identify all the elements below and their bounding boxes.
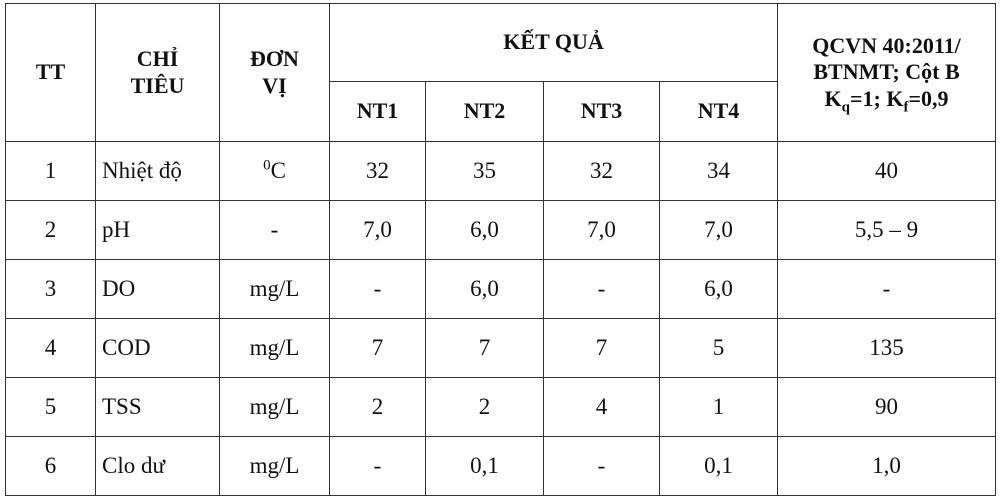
- kf-letter: K: [886, 85, 904, 111]
- cell-tt: 6: [5, 436, 96, 496]
- header-row-top: TT CHỈ TIÊU ĐƠN VỊ KẾT QUẢ QCVN 40:2011/…: [5, 3, 997, 142]
- unit-text: mg/L: [249, 394, 300, 420]
- cell-unit: mg/L: [219, 318, 330, 378]
- cell-nt3: -: [543, 259, 660, 319]
- cell-tt: 4: [5, 318, 96, 378]
- unit-text: mg/L: [249, 335, 300, 361]
- cell-indicator: DO: [95, 259, 220, 319]
- cell-nt2: 7: [425, 318, 544, 378]
- cell-tt: 3: [5, 259, 96, 319]
- unit-text: -: [270, 217, 279, 243]
- cell-indicator: Clo dư: [95, 436, 220, 496]
- header-qcvn-line3: Kq=1; Kf=0,9: [782, 85, 991, 116]
- cell-indicator: COD: [95, 318, 220, 378]
- header-don-vi-line1: ĐƠN: [250, 46, 299, 72]
- cell-nt4: 6,0: [658, 259, 779, 319]
- unit-superscript: 0: [263, 157, 271, 174]
- cell-nt3: 32: [543, 141, 660, 201]
- header-nt3: NT3: [543, 81, 660, 142]
- cell-tt: 2: [5, 200, 96, 260]
- table-row: 2 pH - 7,0 6,0 7,0 7,0 5,5 – 9: [5, 200, 997, 260]
- header-row-sites: NT1 NT2 NT3 NT4: [6, 81, 996, 142]
- cell-nt4: 1: [658, 377, 779, 437]
- cell-nt4: 34: [658, 141, 779, 201]
- header-qcvn: QCVN 40:2011/ BTNMT; Cột B Kq=1; Kf=0,9: [777, 3, 997, 142]
- cell-limit: -: [777, 259, 997, 319]
- cell-nt2: 6,0: [425, 200, 544, 260]
- cell-nt1: 7,0: [329, 200, 426, 260]
- cell-tt: 1: [5, 141, 96, 201]
- header-nt1: NT1: [329, 81, 426, 142]
- cell-indicator: TSS: [95, 377, 220, 437]
- kq-letter: K: [824, 85, 842, 111]
- cell-limit: 135: [777, 318, 997, 378]
- cell-unit: 0C: [219, 141, 330, 201]
- cell-nt2: 35: [425, 141, 544, 201]
- header-chi-tieu-line2: TIÊU: [130, 72, 185, 98]
- cell-indicator: pH: [95, 200, 220, 260]
- kq-subscript: q: [841, 99, 850, 116]
- results-table: TT CHỈ TIÊU ĐƠN VỊ KẾT QUẢ QCVN 40:2011/…: [5, 3, 997, 496]
- header-don-vi: ĐƠN VỊ: [219, 3, 330, 142]
- header-chi-tieu: CHỈ TIÊU: [95, 3, 220, 142]
- cell-nt1: -: [329, 436, 426, 496]
- header-chi-tieu-line1: CHỈ: [136, 46, 179, 72]
- cell-limit: 90: [777, 377, 997, 437]
- cell-limit: 1,0: [777, 436, 997, 496]
- cell-nt3: 4: [543, 377, 660, 437]
- cell-nt2: 0,1: [425, 436, 544, 496]
- cell-nt1: 7: [329, 318, 426, 378]
- table-row: 5 TSS mg/L 2 2 4 1 90: [5, 377, 997, 437]
- cell-nt4: 7,0: [658, 200, 779, 260]
- unit-text: mg/L: [249, 276, 300, 302]
- cell-nt1: 2: [329, 377, 426, 437]
- cell-limit: 5,5 – 9: [777, 200, 997, 260]
- cell-indicator: Nhiệt độ: [95, 141, 220, 201]
- table-row: 6 Clo dư mg/L - 0,1 - 0,1 1,0: [5, 436, 997, 496]
- cell-nt1: 32: [329, 141, 426, 201]
- cell-nt3: -: [543, 436, 660, 496]
- header-nt2: NT2: [425, 81, 544, 142]
- header-nt4: NT4: [658, 81, 779, 142]
- cell-nt3: 7,0: [543, 200, 660, 260]
- kf-value: =0,9: [908, 85, 949, 111]
- cell-nt4: 0,1: [658, 436, 779, 496]
- unit-text: mg/L: [249, 453, 300, 479]
- cell-tt: 5: [5, 377, 96, 437]
- cell-nt2: 2: [425, 377, 544, 437]
- cell-unit: -: [219, 200, 330, 260]
- table-row: 4 COD mg/L 7 7 7 5 135: [5, 318, 997, 378]
- header-qcvn-line2: BTNMT; Cột B: [813, 59, 960, 85]
- header-qcvn-line1: QCVN 40:2011/: [812, 32, 961, 58]
- table-row: 1 Nhiệt độ 0C 32 35 32 34 40: [5, 141, 997, 201]
- unit-text: C: [270, 158, 286, 184]
- kq-value: =1;: [849, 85, 887, 111]
- header-don-vi-line2: VỊ: [262, 72, 287, 98]
- cell-unit: mg/L: [219, 377, 330, 437]
- cell-limit: 40: [777, 141, 997, 201]
- cell-nt2: 6,0: [425, 259, 544, 319]
- cell-unit: mg/L: [219, 436, 330, 496]
- header-ket-qua: KẾT QUẢ: [328, 3, 779, 82]
- cell-nt3: 7: [543, 318, 660, 378]
- header-tt: TT: [5, 3, 96, 142]
- table-row: 3 DO mg/L - 6,0 - 6,0 -: [5, 259, 997, 319]
- cell-nt1: -: [329, 259, 426, 319]
- cell-unit: mg/L: [219, 259, 330, 319]
- cell-nt4: 5: [658, 318, 779, 378]
- kf-subscript: f: [903, 99, 909, 116]
